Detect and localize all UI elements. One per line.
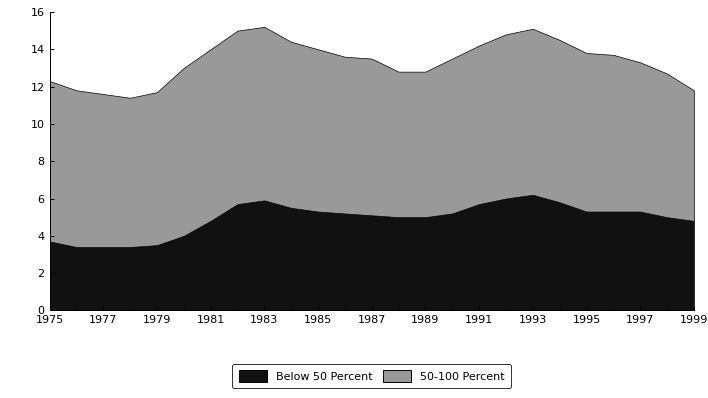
Legend: Below 50 Percent, 50-100 Percent: Below 50 Percent, 50-100 Percent [232,364,511,388]
